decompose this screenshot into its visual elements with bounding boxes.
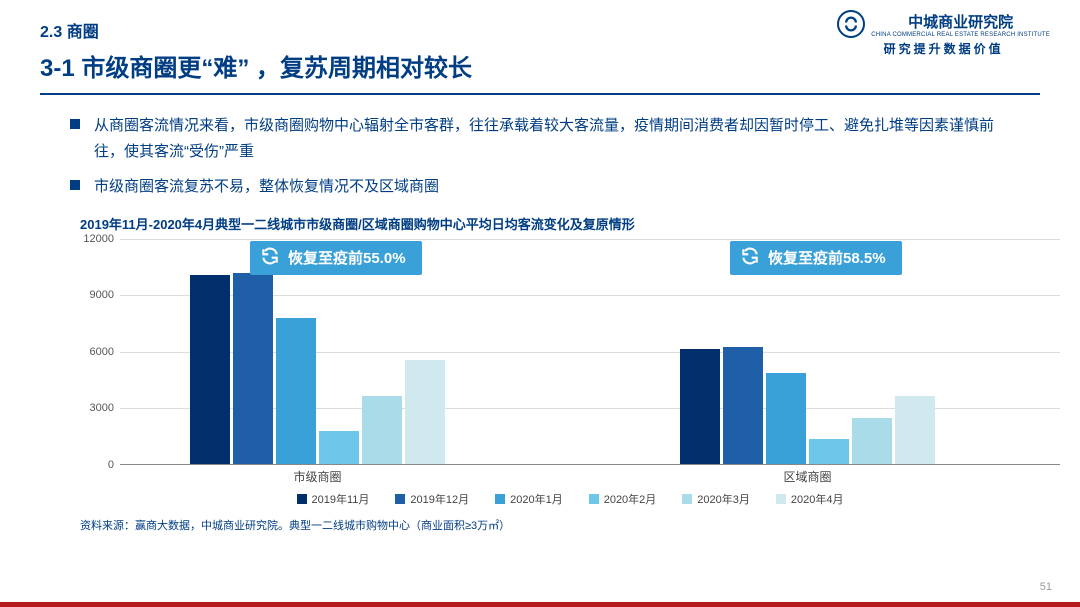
chart-bar bbox=[405, 360, 445, 464]
chart-bar-group: 区域商圈 bbox=[680, 347, 935, 464]
bullet-square-icon bbox=[70, 180, 80, 190]
legend-label: 2020年2月 bbox=[604, 491, 657, 507]
legend-swatch bbox=[395, 494, 405, 504]
chart-legend: 2019年11月 2019年12月 2020年1月 2020年2月 2020年3月 202… bbox=[80, 491, 1060, 507]
legend-swatch bbox=[589, 494, 599, 504]
legend-label: 2019年12月 bbox=[410, 491, 469, 507]
bullet-text: 从商圈客流情况来看，市级商圈购物中心辐射全市客群，往往承载着较大客流量，疫情期间… bbox=[94, 113, 1020, 164]
bullet-square-icon bbox=[70, 119, 80, 129]
slide: 中城商业研究院 CHINA COMMERCIAL REAL ESTATE RES… bbox=[0, 0, 1080, 607]
page-number: 51 bbox=[1040, 581, 1052, 593]
callout-text: 恢复至疫前55.0% bbox=[288, 247, 406, 268]
chart-y-tick: 3000 bbox=[90, 402, 114, 414]
legend-label: 2020年3月 bbox=[697, 491, 750, 507]
chart-y-tick: 0 bbox=[108, 459, 114, 471]
brand-slogan: 研究提升数据价值 bbox=[837, 40, 1050, 57]
legend-label: 2020年1月 bbox=[510, 491, 563, 507]
chart-bar bbox=[680, 349, 720, 464]
legend-swatch bbox=[776, 494, 786, 504]
chart-bar bbox=[895, 396, 935, 464]
bullet-item: 从商圈客流情况来看，市级商圈购物中心辐射全市客群，往往承载着较大客流量，疫情期间… bbox=[70, 113, 1020, 164]
legend-swatch bbox=[297, 494, 307, 504]
refresh-icon bbox=[740, 246, 760, 270]
chart-y-tick: 12000 bbox=[83, 233, 114, 245]
chart-bar-group: 市级商圈 bbox=[190, 273, 445, 463]
chart-plot-area: 市级商圈 区域商圈 恢复至疫前55.0% 恢复至疫前58.5% bbox=[120, 239, 1060, 465]
legend-item: 2019年12月 bbox=[395, 491, 469, 507]
chart-bar bbox=[319, 431, 359, 463]
chart-group-label: 区域商圈 bbox=[783, 468, 831, 485]
legend-item: 2020年3月 bbox=[682, 491, 750, 507]
chart-title: 2019年11月-2020年4月典型一二线城市市级商圈/区域商圈购物中心平均日均… bbox=[80, 214, 1040, 233]
chart-bar bbox=[809, 439, 849, 463]
bottom-accent-bar bbox=[0, 602, 1080, 607]
bullet-text: 市级商圈客流复苏不易，整体恢复情况不及区域商圈 bbox=[94, 174, 439, 200]
legend-swatch bbox=[682, 494, 692, 504]
legend-item: 2020年4月 bbox=[776, 491, 844, 507]
callout-text: 恢复至疫前58.5% bbox=[768, 247, 886, 268]
legend-swatch bbox=[495, 494, 505, 504]
chart-y-tick: 9000 bbox=[90, 289, 114, 301]
bullet-list: 从商圈客流情况来看，市级商圈购物中心辐射全市客群，往往承载着较大客流量，疫情期间… bbox=[40, 113, 1040, 200]
legend-label: 2020年4月 bbox=[791, 491, 844, 507]
brand-sub-en: CHINA COMMERCIAL REAL ESTATE RESEARCH IN… bbox=[871, 32, 1050, 38]
chart-bar bbox=[723, 347, 763, 464]
source-note: 资料来源：赢商大数据，中城商业研究院。典型一二线城市购物中心（商业面积≥3万㎡） bbox=[80, 517, 1040, 533]
brand-title: 中城商业研究院 bbox=[871, 11, 1050, 32]
brand-logo-icon bbox=[837, 10, 865, 38]
legend-item: 2019年11月 bbox=[297, 491, 370, 507]
legend-item: 2020年2月 bbox=[589, 491, 657, 507]
chart-y-tick: 6000 bbox=[90, 346, 114, 358]
chart-y-axis: 030006000900012000 bbox=[80, 239, 120, 465]
chart-bar bbox=[362, 396, 402, 464]
legend-item: 2020年1月 bbox=[495, 491, 563, 507]
chart-bar bbox=[276, 318, 316, 463]
chart-bar bbox=[766, 373, 806, 463]
brand-logo-block: 中城商业研究院 CHINA COMMERCIAL REAL ESTATE RES… bbox=[837, 10, 1050, 57]
chart-bar bbox=[852, 418, 892, 463]
chart-gridline bbox=[120, 239, 1060, 240]
chart-callout: 恢复至疫前58.5% bbox=[730, 241, 902, 275]
chart-bar bbox=[233, 273, 273, 463]
title-rule bbox=[40, 93, 1040, 95]
bullet-item: 市级商圈客流复苏不易，整体恢复情况不及区域商圈 bbox=[70, 174, 1020, 200]
chart-callout: 恢复至疫前55.0% bbox=[250, 241, 422, 275]
refresh-icon bbox=[260, 246, 280, 270]
chart-bar bbox=[190, 275, 230, 463]
chart-group-label: 市级商圈 bbox=[293, 468, 341, 485]
legend-label: 2019年11月 bbox=[312, 491, 370, 507]
chart: 030006000900012000 市级商圈区域商圈恢复至疫前55.0%恢复至… bbox=[80, 239, 1060, 489]
